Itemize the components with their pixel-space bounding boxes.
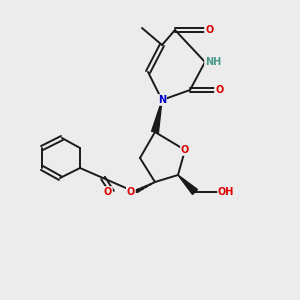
Text: NH: NH xyxy=(205,57,221,67)
Polygon shape xyxy=(178,175,197,194)
Text: O: O xyxy=(181,145,189,155)
Polygon shape xyxy=(152,100,162,133)
Text: O: O xyxy=(205,25,213,35)
Text: OH: OH xyxy=(218,187,234,197)
Text: O: O xyxy=(127,187,135,197)
Text: O: O xyxy=(104,187,112,197)
Text: N: N xyxy=(158,95,166,105)
Text: O: O xyxy=(215,85,223,95)
